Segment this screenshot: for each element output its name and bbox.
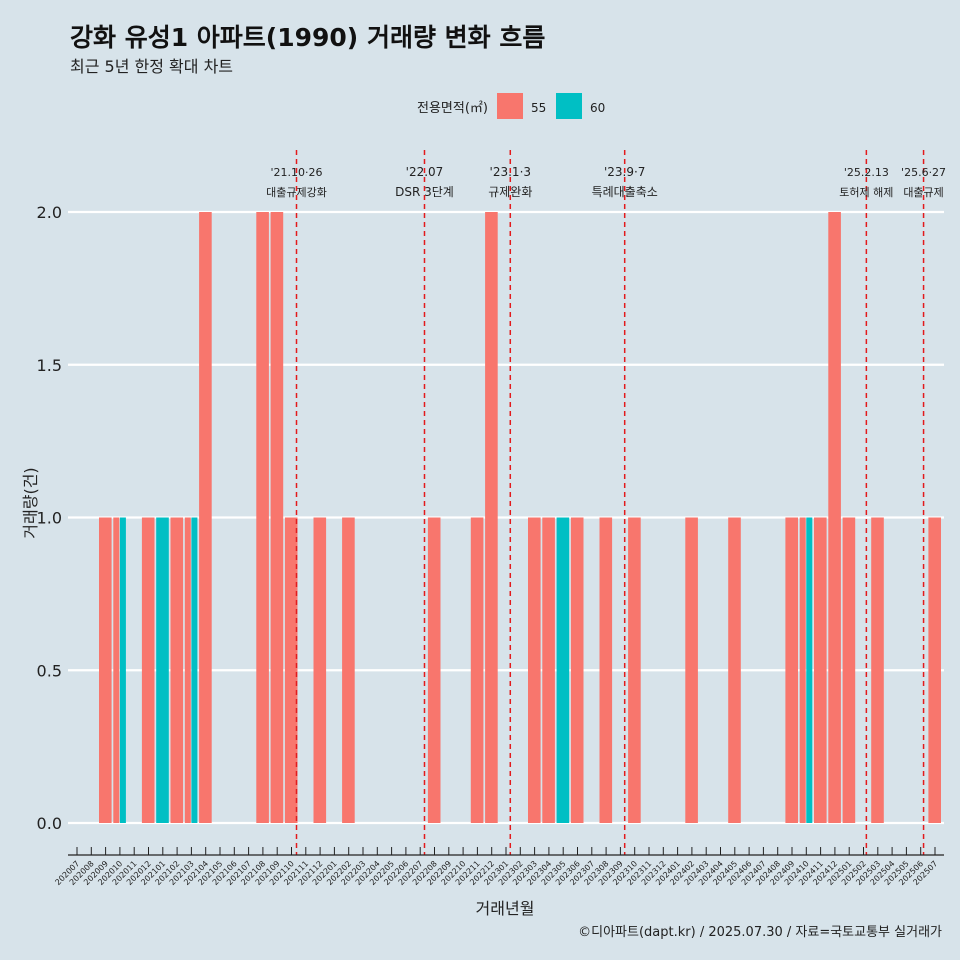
bar-55-202104 xyxy=(199,212,212,823)
legend-title: 전용면적(㎡) xyxy=(417,101,488,116)
legend-label-60: 60 xyxy=(590,101,605,115)
source-caption: ©디아파트(dapt.kr) / 2025.07.30 / 자료=국토교통부 실… xyxy=(578,925,942,940)
bar-55-202108 xyxy=(256,212,269,823)
bar-55-202304 xyxy=(542,517,555,823)
bar-55-202503 xyxy=(871,517,884,823)
bar-55-202308 xyxy=(599,517,613,823)
event-date-label: '23.1·3 xyxy=(490,165,531,179)
event-text-label: 특례대출축소 xyxy=(592,185,658,199)
legend-swatch-60 xyxy=(556,93,582,119)
y-axis-label: 거래량(건) xyxy=(21,467,40,538)
event-text-label: 대출규제강화 xyxy=(266,186,327,199)
event-date-label: '25.6·27 xyxy=(901,166,946,179)
bar-55-202202 xyxy=(342,517,355,823)
bar-55-202310 xyxy=(628,517,641,823)
event-text-label: 대출규제 xyxy=(903,186,943,199)
bar-55-202501 xyxy=(842,517,856,823)
bar-60-202101 xyxy=(156,517,169,823)
bar-55-202009 xyxy=(99,517,112,823)
bar-55-202012 xyxy=(141,517,155,823)
bar-55-202412 xyxy=(828,212,841,823)
bar-55-202110 xyxy=(284,517,298,823)
legend-swatch-55 xyxy=(497,93,523,119)
bar-55-202109 xyxy=(270,212,284,823)
event-text-label: DSR 3단계 xyxy=(395,185,454,199)
bar-55-202102 xyxy=(170,517,184,823)
y-tick-label: 2.0 xyxy=(37,203,62,222)
event-date-label: '21.10·26 xyxy=(270,166,322,179)
y-tick-label: 1.0 xyxy=(37,509,62,528)
bars xyxy=(99,212,941,823)
event-text-label: 규제완화 xyxy=(488,185,532,199)
chart-subtitle: 최근 5년 한정 확대 차트 xyxy=(70,57,234,76)
bar-55-202507 xyxy=(928,517,941,823)
legend-label-55: 55 xyxy=(531,101,546,115)
bar-55-202303 xyxy=(528,517,541,823)
bar-55-202402 xyxy=(685,517,698,823)
bar-55-202211 xyxy=(470,517,484,823)
bar-55-202411 xyxy=(814,517,827,823)
event-date-label: '22.07 xyxy=(406,165,444,179)
bar-60-202010 xyxy=(119,517,126,823)
bar-55-202405 xyxy=(728,517,741,823)
bar-55-202010 xyxy=(113,517,120,823)
bar-55-202112 xyxy=(313,517,327,823)
bar-55-202208 xyxy=(427,517,441,823)
bar-60-202103 xyxy=(191,517,198,823)
chart-title: 강화 유성1 아파트(1990) 거래량 변화 흐름 xyxy=(70,23,546,52)
bar-55-202103 xyxy=(184,517,191,823)
bar-55-202410 xyxy=(799,517,806,823)
legend: 전용면적(㎡) 55 60 xyxy=(417,93,605,119)
y-tick-label: 0.5 xyxy=(37,661,62,680)
y-tick-label: 1.5 xyxy=(37,356,62,375)
bar-60-202410 xyxy=(806,517,813,823)
bar-55-202212 xyxy=(485,212,498,823)
x-axis-label: 거래년월 xyxy=(476,899,535,918)
event-date-label: '23.9·7 xyxy=(604,165,645,179)
y-tick-label: 0.0 xyxy=(37,814,62,833)
event-date-label: '25.2.13 xyxy=(844,166,889,179)
bar-55-202409 xyxy=(785,517,798,823)
event-text-label: 토허제 해제 xyxy=(839,185,893,199)
bar-55-202306 xyxy=(570,517,584,823)
event-lines: '21.10·26 대출규제강화 '22.07 DSR 3단계 '23.1·3 규제완화 '… xyxy=(266,150,946,855)
bar-60-202305 xyxy=(556,517,570,823)
